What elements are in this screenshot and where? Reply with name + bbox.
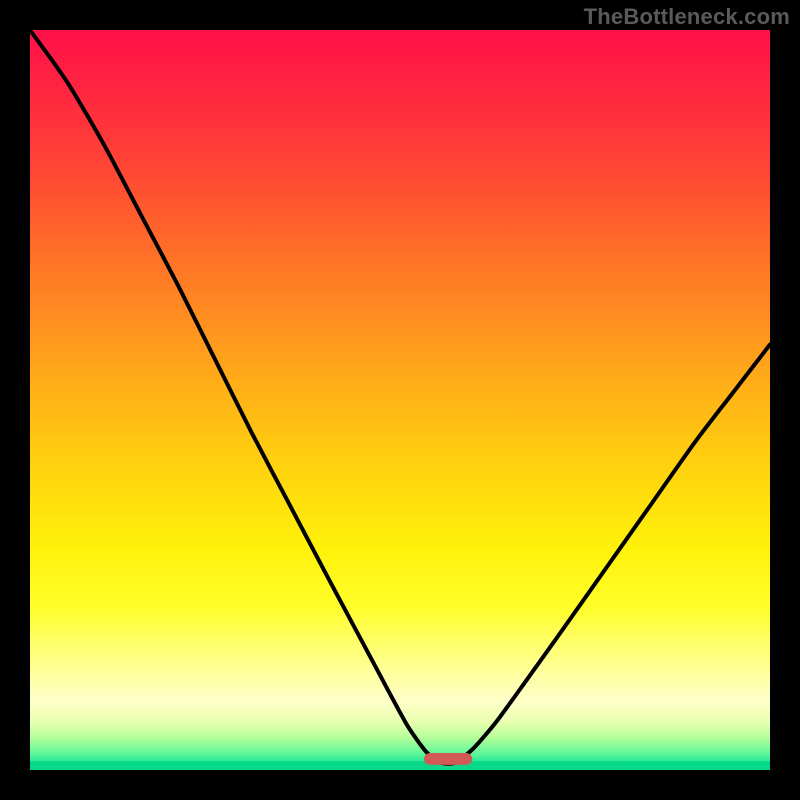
watermark-text: TheBottleneck.com — [584, 4, 790, 30]
plot-background — [30, 30, 770, 770]
bottleneck-chart — [0, 0, 800, 800]
chart-stage: TheBottleneck.com — [0, 0, 800, 800]
valley-marker — [424, 753, 472, 765]
baseline-band — [30, 761, 770, 770]
